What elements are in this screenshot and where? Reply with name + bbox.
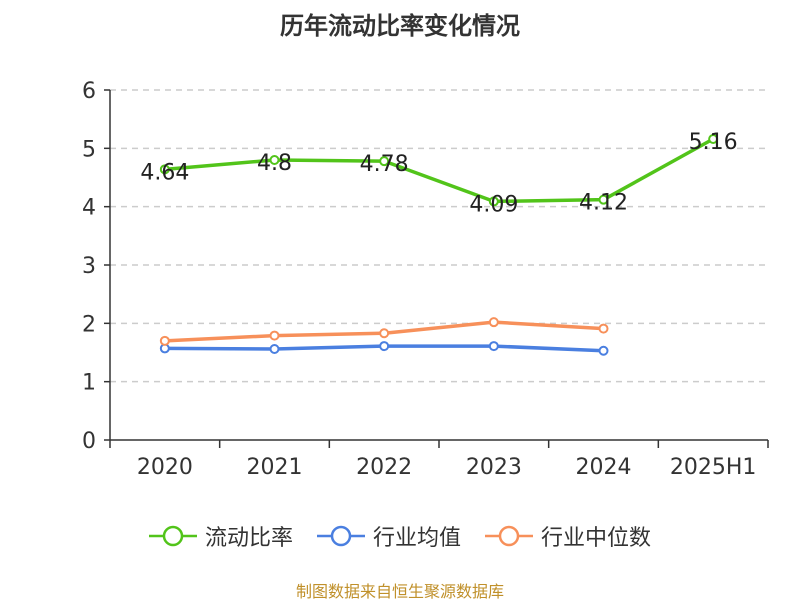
data-label: 4.78 (360, 152, 409, 177)
data-point (488, 341, 499, 352)
legend: 流动比率 行业均值 行业中位数 (0, 520, 800, 552)
data-label: 5.16 (689, 130, 738, 155)
data-point (379, 328, 390, 339)
legend-item[interactable]: 行业均值 (316, 520, 461, 552)
y-tick-label: 5 (82, 137, 96, 162)
data-label: 4.09 (469, 192, 518, 217)
x-tick-label: 2025H1 (670, 455, 757, 480)
data-point (379, 156, 390, 167)
x-tick-label: 2021 (247, 455, 303, 480)
y-tick-label: 3 (82, 254, 96, 279)
data-point (269, 330, 280, 341)
legend-item[interactable]: 行业中位数 (485, 520, 651, 552)
data-point (488, 317, 499, 328)
legend-label: 流动比率 (204, 526, 293, 551)
data-point (488, 196, 499, 207)
legend-label: 行业均值 (372, 526, 461, 551)
axes: 0 1 2 3 4 5 6 2020 2021 2022 2023 2024 2025H1 (82, 79, 769, 480)
chart-title: 历年流动比率变化情况 (280, 12, 520, 40)
data-point (269, 344, 280, 354)
legend-swatch-icon (148, 525, 197, 547)
data-label: 4.64 (140, 160, 189, 185)
data-point (159, 164, 170, 175)
series-lines (159, 134, 719, 356)
data-point (598, 345, 609, 356)
data-label: 4.12 (579, 191, 628, 216)
legend-swatch-icon (316, 525, 365, 547)
data-point (269, 155, 280, 165)
data-labels: 4.64 4.8 4.78 4.09 4.12 5.16 (140, 130, 737, 217)
y-tick-label: 1 (82, 371, 96, 396)
x-tick-label: 2020 (137, 455, 193, 480)
legend-item[interactable]: 流动比率 (148, 520, 293, 552)
data-point (708, 134, 719, 144)
series-line (164, 137, 715, 204)
y-tick-label: 4 (82, 196, 96, 221)
data-point (598, 194, 609, 205)
x-tick-label: 2023 (466, 455, 522, 480)
data-point (379, 341, 390, 352)
x-tick-label: 2024 (576, 455, 632, 480)
x-tick-label: 2022 (356, 455, 412, 480)
y-tick-label: 6 (82, 79, 96, 104)
data-label: 4.8 (257, 151, 292, 176)
data-point (598, 323, 609, 334)
source-note: 制图数据来自恒生聚源数据库 (295, 582, 504, 601)
y-tick-label: 0 (82, 429, 96, 454)
legend-label: 行业中位数 (541, 526, 652, 551)
legend-swatch-icon (485, 525, 533, 547)
y-tick-label: 2 (82, 312, 96, 337)
data-point (159, 335, 170, 346)
